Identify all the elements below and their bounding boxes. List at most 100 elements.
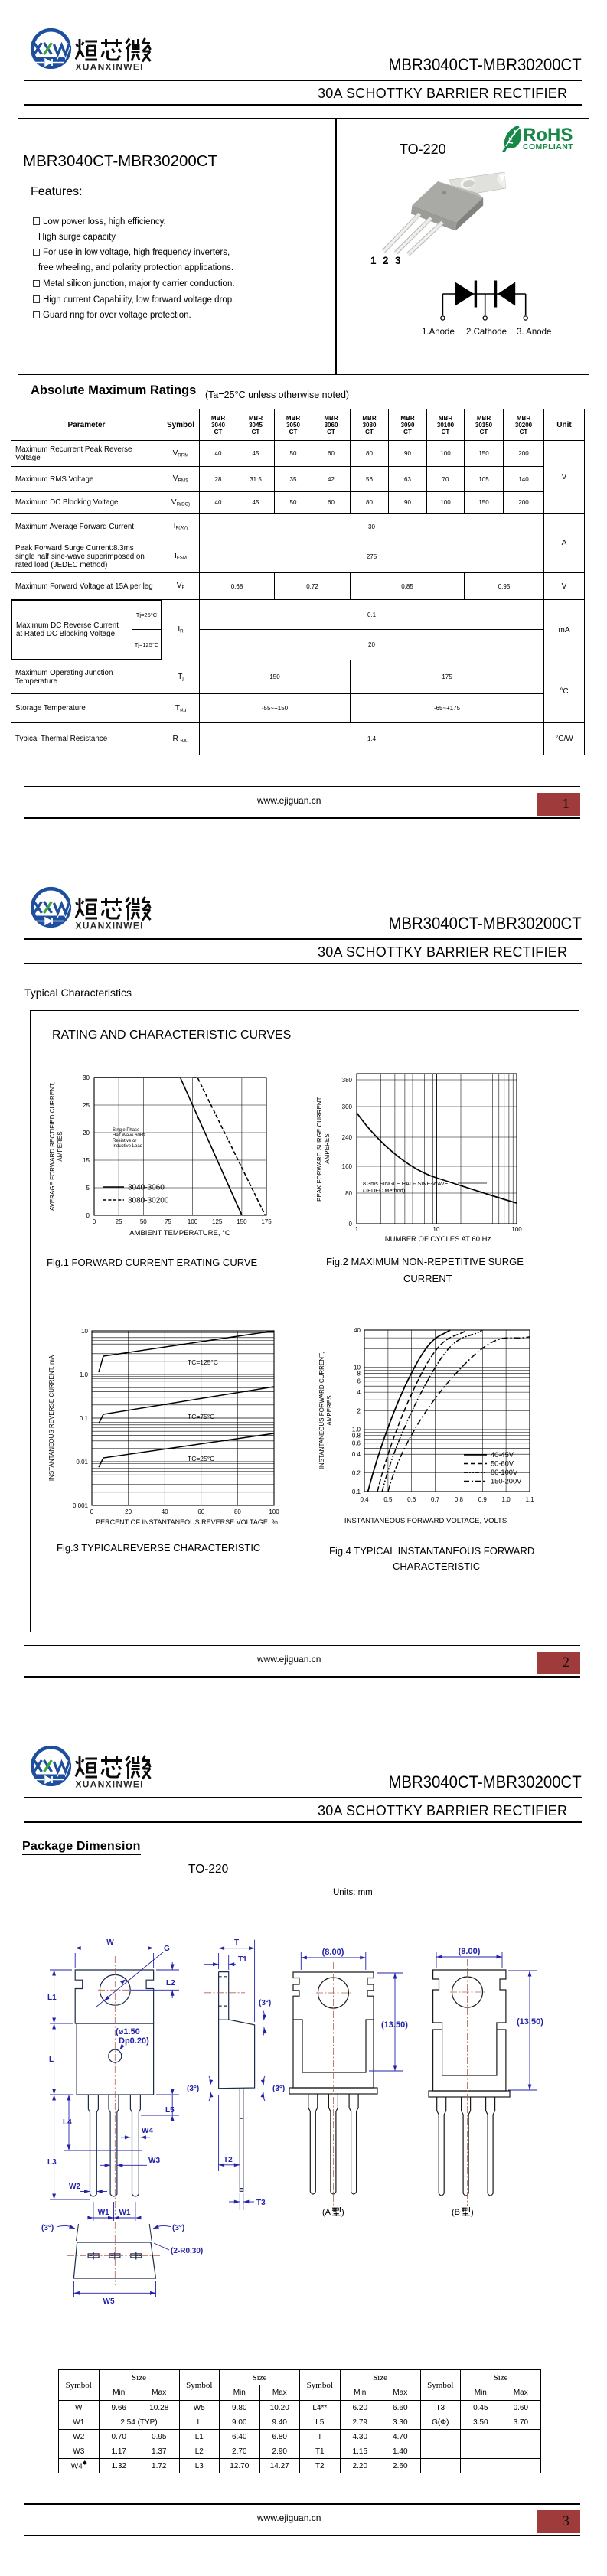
- svg-text:0.2: 0.2: [352, 1469, 361, 1476]
- svg-text:COMPLIANT: COMPLIANT: [523, 142, 573, 152]
- svg-text:(JEDEC Method): (JEDEC Method): [363, 1187, 405, 1194]
- svg-text:L3: L3: [47, 2158, 57, 2167]
- svg-text:20: 20: [125, 1508, 132, 1515]
- svg-text:W5: W5: [103, 2297, 115, 2306]
- svg-text:AMPERES: AMPERES: [57, 1131, 64, 1161]
- svg-text:L: L: [49, 2056, 54, 2064]
- svg-text:1: 1: [370, 255, 377, 266]
- svg-text:(A: (A: [322, 2208, 331, 2217]
- svg-text:L1: L1: [47, 1994, 57, 2002]
- svg-text:1.Anode: 1.Anode: [422, 328, 455, 337]
- svg-text:3080-30200: 3080-30200: [128, 1197, 169, 1205]
- svg-text:2: 2: [383, 255, 389, 266]
- svg-text:G: G: [164, 1945, 170, 1953]
- svg-text:4: 4: [357, 1389, 361, 1396]
- svg-text:80-100V: 80-100V: [491, 1469, 518, 1476]
- svg-text:L2: L2: [166, 1979, 175, 1987]
- svg-text:0: 0: [349, 1221, 353, 1228]
- svg-text:80: 80: [234, 1508, 241, 1515]
- svg-text:6: 6: [357, 1378, 361, 1385]
- svg-text:Dp0.20): Dp0.20): [119, 2036, 149, 2046]
- svg-text:25: 25: [83, 1102, 90, 1109]
- svg-text:AVERAGE FORWARD RECTIFIED CURR: AVERAGE FORWARD RECTIFIED CURRENT,: [49, 1082, 56, 1211]
- svg-text:(13.50): (13.50): [381, 2020, 408, 2030]
- svg-text:240: 240: [342, 1134, 353, 1141]
- svg-text:W4: W4: [142, 2127, 153, 2135]
- svg-text:3040-3060: 3040-3060: [128, 1184, 165, 1192]
- svg-text:TC=75°C: TC=75°C: [188, 1413, 214, 1420]
- svg-text:380: 380: [342, 1077, 353, 1084]
- svg-text:INSTANTANEOUS REVERSE CURRENT,: INSTANTANEOUS REVERSE CURRENT, mA: [48, 1355, 55, 1481]
- svg-text:50: 50: [140, 1218, 147, 1225]
- svg-text:(8.00): (8.00): [322, 1948, 344, 1957]
- svg-text:1.0: 1.0: [352, 1427, 361, 1433]
- svg-text:8: 8: [357, 1371, 361, 1378]
- svg-text:0.1: 0.1: [80, 1415, 89, 1422]
- svg-text:175: 175: [261, 1218, 272, 1225]
- svg-text:W1: W1: [119, 2209, 131, 2217]
- svg-text:0.6: 0.6: [407, 1496, 416, 1503]
- svg-text:W1: W1: [98, 2209, 109, 2217]
- svg-text:PERCENT OF INSTANTANEOUS REVER: PERCENT OF INSTANTANEOUS REVERSE VOLTAGE…: [96, 1518, 278, 1526]
- svg-text:INSTANTANEOUS FORWARD CURRENT,: INSTANTANEOUS FORWARD CURRENT,: [318, 1352, 325, 1469]
- svg-text:0: 0: [86, 1212, 90, 1219]
- svg-text:L4: L4: [63, 2118, 72, 2127]
- svg-text:(3°): (3°): [41, 2224, 54, 2232]
- svg-text:Half Wave 60Hz: Half Wave 60Hz: [113, 1133, 145, 1138]
- svg-text:1: 1: [355, 1226, 359, 1233]
- svg-text:125: 125: [212, 1218, 223, 1225]
- svg-text:NUMBER OF CYCLES AT 60 Hz: NUMBER OF CYCLES AT 60 Hz: [385, 1235, 491, 1244]
- svg-text:(3°): (3°): [187, 2085, 199, 2093]
- svg-text:(13.50): (13.50): [517, 2017, 543, 2027]
- svg-text:0: 0: [90, 1508, 94, 1515]
- svg-text:0.01: 0.01: [76, 1459, 88, 1466]
- svg-text:0.7: 0.7: [431, 1496, 440, 1503]
- svg-text:TC=25°C: TC=25°C: [188, 1455, 214, 1462]
- svg-text:XUANXINWEI: XUANXINWEI: [76, 1779, 144, 1790]
- svg-text:160: 160: [342, 1163, 353, 1170]
- svg-text:Single Phase: Single Phase: [113, 1128, 140, 1133]
- svg-text:INSTANTANEOUS FORWARD VOLTAGE,: INSTANTANEOUS FORWARD VOLTAGE, VOLTS: [344, 1517, 507, 1525]
- svg-text:(B: (B: [452, 2208, 460, 2217]
- svg-text:40: 40: [354, 1327, 361, 1334]
- svg-text:100: 100: [188, 1218, 198, 1225]
- svg-text:10: 10: [354, 1365, 361, 1371]
- svg-text:XUANXINWEI: XUANXINWEI: [76, 921, 144, 931]
- svg-text:25: 25: [116, 1218, 122, 1225]
- svg-text:AMPERES: AMPERES: [324, 1133, 331, 1163]
- svg-text:W2: W2: [69, 2183, 80, 2191]
- svg-text:(2-R0.30): (2-R0.30): [171, 2247, 203, 2255]
- svg-text:0.1: 0.1: [352, 1489, 361, 1495]
- svg-text:L5: L5: [165, 2106, 175, 2115]
- svg-text:100: 100: [511, 1226, 522, 1233]
- svg-text:10: 10: [81, 1328, 88, 1335]
- svg-text:T2: T2: [224, 2156, 233, 2164]
- svg-text:1.1: 1.1: [525, 1496, 534, 1503]
- svg-text:30: 30: [83, 1074, 90, 1081]
- svg-text:3. Anode: 3. Anode: [517, 328, 551, 337]
- svg-text:): ): [471, 2208, 474, 2217]
- svg-text:T1: T1: [238, 1955, 247, 1964]
- svg-text:60: 60: [197, 1508, 204, 1515]
- svg-text:300: 300: [342, 1104, 353, 1110]
- svg-text:1.0: 1.0: [80, 1371, 89, 1378]
- svg-text:75: 75: [165, 1218, 171, 1225]
- svg-text:RoHS: RoHS: [523, 125, 573, 145]
- svg-text:Inductive Load: Inductive Load: [113, 1144, 142, 1149]
- svg-text:): ): [341, 2208, 344, 2217]
- svg-text:1.0: 1.0: [502, 1496, 511, 1503]
- svg-text:W: W: [106, 1939, 114, 1947]
- svg-text:(3°): (3°): [272, 2085, 285, 2093]
- svg-text:0.5: 0.5: [383, 1496, 393, 1503]
- svg-text:150-200V: 150-200V: [491, 1478, 522, 1485]
- svg-text:T3: T3: [256, 2199, 266, 2207]
- svg-text:15: 15: [83, 1157, 90, 1164]
- svg-text:W3: W3: [148, 2157, 160, 2165]
- svg-text:Resistive or: Resistive or: [113, 1139, 136, 1143]
- svg-text:0.4: 0.4: [352, 1451, 361, 1458]
- svg-text:40: 40: [162, 1508, 168, 1515]
- svg-text:TC=125°C: TC=125°C: [188, 1358, 218, 1366]
- svg-text:AMBIENT TEMPERATURE, °C: AMBIENT TEMPERATURE, °C: [129, 1229, 230, 1237]
- svg-text:80: 80: [345, 1190, 352, 1197]
- svg-text:40-45V: 40-45V: [491, 1451, 514, 1459]
